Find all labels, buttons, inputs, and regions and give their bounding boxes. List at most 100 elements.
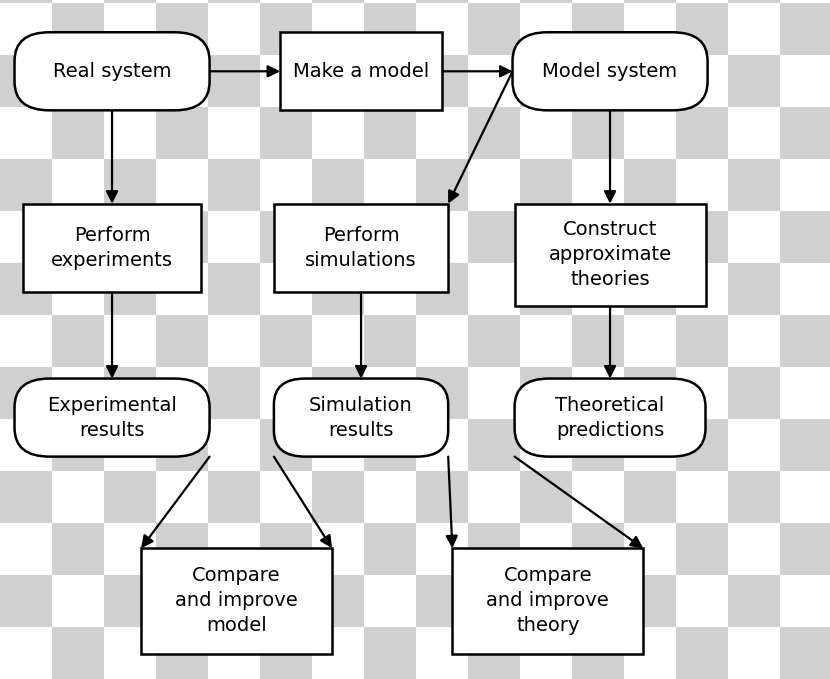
Bar <box>416 471 468 523</box>
Bar <box>364 575 416 627</box>
Bar <box>572 55 624 107</box>
Bar <box>364 3 416 55</box>
Bar <box>520 263 572 315</box>
Bar <box>364 55 416 107</box>
Bar <box>104 0 156 3</box>
Bar <box>780 0 830 3</box>
Bar <box>52 419 104 471</box>
Bar <box>468 367 520 419</box>
Bar <box>104 471 156 523</box>
Bar <box>52 55 104 107</box>
Bar <box>728 3 780 55</box>
Bar <box>156 211 208 263</box>
Text: Model system: Model system <box>543 62 677 81</box>
FancyBboxPatch shape <box>512 32 707 110</box>
Bar <box>312 107 364 159</box>
FancyBboxPatch shape <box>141 549 332 653</box>
Bar <box>364 367 416 419</box>
Text: Theoretical
predictions: Theoretical predictions <box>555 396 665 439</box>
Bar <box>364 419 416 471</box>
Bar <box>572 419 624 471</box>
Bar <box>0 367 52 419</box>
Bar <box>0 0 52 3</box>
Bar <box>0 211 52 263</box>
Bar <box>260 0 312 3</box>
Bar <box>104 367 156 419</box>
Bar <box>520 471 572 523</box>
Bar <box>676 211 728 263</box>
Bar <box>364 159 416 211</box>
Bar <box>572 263 624 315</box>
Bar <box>364 523 416 575</box>
Text: Experimental
results: Experimental results <box>47 396 177 439</box>
Bar <box>312 55 364 107</box>
Bar <box>208 471 260 523</box>
Bar <box>728 0 780 3</box>
Text: Perform
experiments: Perform experiments <box>51 226 173 270</box>
Bar <box>260 315 312 367</box>
Text: Make a model: Make a model <box>293 62 429 81</box>
Bar <box>728 263 780 315</box>
Bar <box>624 263 676 315</box>
Bar <box>780 471 830 523</box>
Bar <box>572 159 624 211</box>
Bar <box>520 211 572 263</box>
Bar <box>624 0 676 3</box>
Bar <box>260 107 312 159</box>
Bar <box>676 55 728 107</box>
Bar <box>468 0 520 3</box>
Bar <box>208 0 260 3</box>
FancyBboxPatch shape <box>15 32 209 110</box>
Bar <box>780 159 830 211</box>
Bar <box>156 367 208 419</box>
Bar <box>208 55 260 107</box>
Bar <box>52 107 104 159</box>
Bar <box>104 419 156 471</box>
Bar <box>260 419 312 471</box>
Bar <box>520 107 572 159</box>
Bar <box>364 263 416 315</box>
Bar <box>676 627 728 679</box>
Bar <box>416 107 468 159</box>
Bar <box>52 471 104 523</box>
Bar <box>780 107 830 159</box>
Bar <box>676 0 728 3</box>
Text: Compare
and improve
model: Compare and improve model <box>175 566 298 636</box>
Bar <box>364 0 416 3</box>
Bar <box>520 419 572 471</box>
Bar <box>104 523 156 575</box>
Bar <box>208 367 260 419</box>
Bar <box>676 575 728 627</box>
Bar <box>208 3 260 55</box>
Bar <box>260 263 312 315</box>
Bar <box>52 0 104 3</box>
Bar <box>624 627 676 679</box>
Bar <box>416 523 468 575</box>
Bar <box>780 523 830 575</box>
Bar <box>780 315 830 367</box>
Bar <box>624 523 676 575</box>
Bar <box>104 107 156 159</box>
Bar <box>208 419 260 471</box>
Bar <box>156 315 208 367</box>
Bar <box>312 159 364 211</box>
FancyBboxPatch shape <box>274 204 448 292</box>
Bar <box>468 3 520 55</box>
Bar <box>468 627 520 679</box>
Bar <box>468 211 520 263</box>
Bar <box>572 471 624 523</box>
Bar <box>572 211 624 263</box>
Bar <box>468 315 520 367</box>
FancyBboxPatch shape <box>452 549 643 653</box>
Bar <box>260 523 312 575</box>
Text: Real system: Real system <box>53 62 171 81</box>
Bar <box>52 367 104 419</box>
Bar <box>156 523 208 575</box>
Bar <box>572 575 624 627</box>
Bar <box>520 367 572 419</box>
Bar <box>156 107 208 159</box>
Bar <box>676 107 728 159</box>
Bar <box>572 367 624 419</box>
Bar <box>312 367 364 419</box>
Bar <box>468 263 520 315</box>
